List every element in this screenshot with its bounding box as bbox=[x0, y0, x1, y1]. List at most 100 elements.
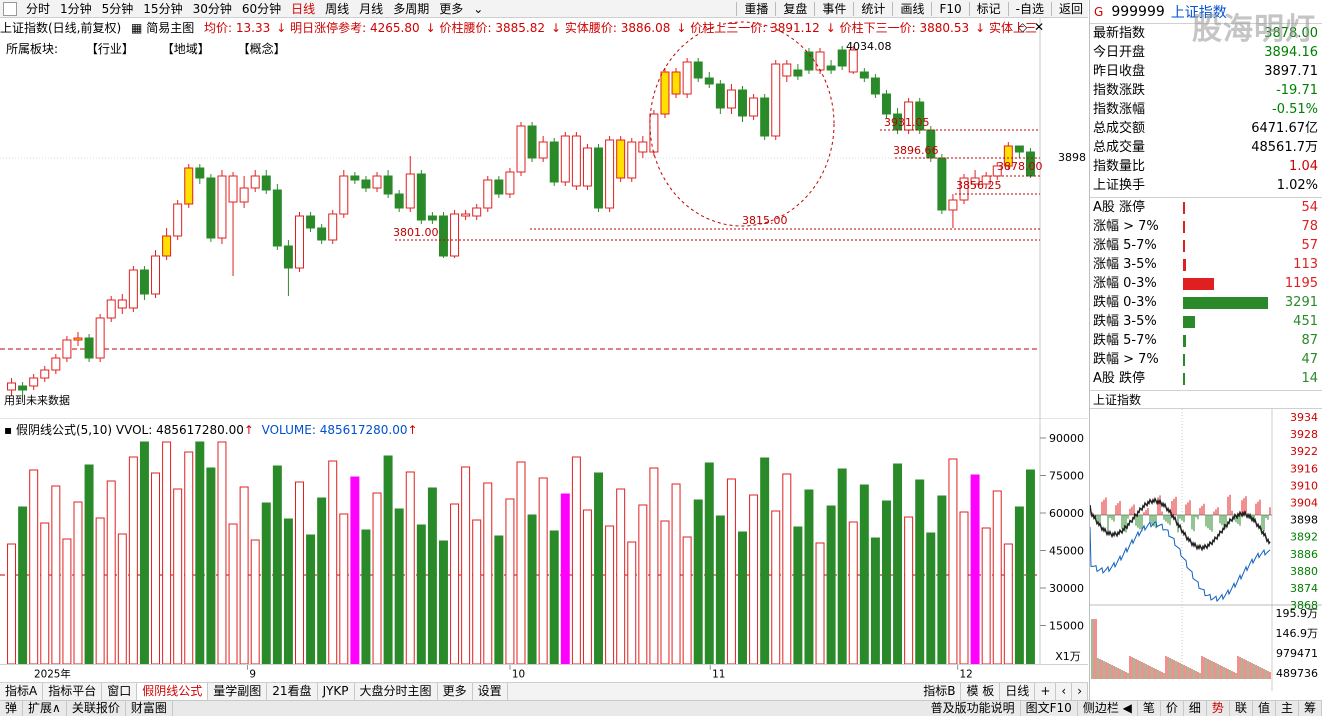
candle-body bbox=[682, 61, 692, 95]
f10-button[interactable]: F10 bbox=[939, 1, 962, 16]
security-name[interactable]: 上证指数 bbox=[1170, 4, 1227, 21]
sidebar-toggle[interactable]: 侧边栏 ◀ bbox=[1078, 701, 1138, 716]
chevron-right-icon[interactable]: › bbox=[1072, 683, 1088, 700]
tab-indicator-platform[interactable]: 指标平台 bbox=[43, 683, 103, 700]
candle-body bbox=[261, 175, 271, 191]
period-tab-more[interactable]: 更多 bbox=[439, 1, 464, 16]
volume-tick-label: 15000 bbox=[1049, 620, 1084, 633]
edition-info-link[interactable]: 普及版功能说明 bbox=[926, 701, 1021, 716]
candlestick-chart[interactable]: 4034.08 3931.05 3896.66 3878.00 3856.25 3815.… bbox=[0, 18, 1088, 418]
tab-indicator-b[interactable]: 指标B bbox=[918, 683, 962, 700]
stat-label: 昨日收盘 bbox=[1093, 64, 1146, 79]
tab-indicator-a[interactable]: 指标A bbox=[0, 683, 44, 700]
add-icon[interactable]: + bbox=[1035, 683, 1057, 700]
volume-bar bbox=[416, 524, 426, 664]
tab-template[interactable]: 模 板 bbox=[961, 683, 1001, 700]
candle-body bbox=[106, 299, 116, 319]
volume-header: ▪ 假阴线公式(5,10) VVOL: 485617280.00↑ VOLUME… bbox=[4, 421, 418, 438]
stats-button[interactable]: 统计 bbox=[861, 1, 886, 16]
tab-21-watch[interactable]: 21看盘 bbox=[267, 683, 318, 700]
volume-value: VOLUME: 485617280.00 bbox=[261, 423, 408, 437]
close-icon[interactable]: ✕ bbox=[1034, 20, 1045, 34]
back-button[interactable]: 返回 bbox=[1058, 1, 1083, 16]
distribution-label: A股 跌停 bbox=[1093, 371, 1146, 386]
tab-more[interactable]: 更多 bbox=[438, 683, 473, 700]
volume-bar bbox=[339, 513, 349, 664]
volume-bar bbox=[915, 479, 925, 664]
volume-bar bbox=[760, 457, 770, 664]
period-tab-1min[interactable]: 1分钟 bbox=[60, 1, 92, 16]
candle-body bbox=[760, 97, 770, 137]
tab-jykp[interactable]: JYKP bbox=[318, 683, 355, 700]
period-tab-multi[interactable]: 多周期 bbox=[393, 1, 430, 16]
candle-body bbox=[228, 175, 238, 203]
tab-fake-yin-formula[interactable]: 假阴线公式 bbox=[137, 683, 209, 700]
replay-button[interactable]: 重播 bbox=[744, 1, 769, 16]
tab-settings[interactable]: 设置 bbox=[473, 683, 508, 700]
review-button[interactable]: 复盘 bbox=[783, 1, 808, 16]
price-annotation: 3896.66 bbox=[893, 144, 939, 157]
candle-body bbox=[339, 175, 349, 215]
region-link[interactable]: 【地域】 bbox=[161, 42, 210, 56]
volume-bar bbox=[726, 478, 736, 664]
distribution-bar bbox=[1183, 220, 1185, 233]
tab-window[interactable]: 窗口 bbox=[102, 683, 138, 700]
volume-bar bbox=[804, 489, 814, 664]
candle-body bbox=[328, 213, 338, 241]
tab-daily[interactable]: 日线 bbox=[1000, 683, 1036, 700]
settings-icon[interactable]: ◇ bbox=[1018, 20, 1028, 34]
volume-bar bbox=[195, 441, 205, 664]
mini-price-tick: 3874 bbox=[1290, 582, 1318, 595]
period-tab-daily[interactable]: 日线 bbox=[291, 1, 316, 16]
volume-bar bbox=[29, 469, 39, 664]
chevron-down-icon[interactable]: ⌄ bbox=[473, 1, 484, 16]
industry-link[interactable]: 【行业】 bbox=[85, 42, 134, 56]
volume-bar bbox=[749, 494, 759, 664]
volume-chart[interactable]: 90000 75000 60000 45000 30000 15000 X1万 bbox=[0, 418, 1088, 664]
volume-bar bbox=[62, 538, 72, 664]
candle-body bbox=[981, 175, 991, 185]
indicator-toggle-icon[interactable]: ▪ bbox=[4, 423, 13, 437]
candle-body bbox=[350, 175, 360, 181]
expand-button[interactable]: 扩展∧ bbox=[23, 701, 67, 716]
intraday-mini-chart[interactable]: 3934 3928 3922 3916 3910 3904 3898 3892 3886 3880… bbox=[1090, 409, 1322, 691]
period-tab-weekly[interactable]: 周线 bbox=[325, 1, 350, 16]
menu-toggle-icon[interactable] bbox=[3, 1, 17, 16]
candle-body bbox=[250, 175, 260, 189]
concept-link[interactable]: 【概念】 bbox=[237, 42, 286, 56]
period-tab-5min[interactable]: 5分钟 bbox=[101, 1, 134, 16]
chart-mode-label[interactable]: ▦ 简易主图 bbox=[131, 21, 195, 35]
f10-text-link[interactable]: 图文F10 bbox=[1021, 701, 1078, 716]
chevron-left-icon[interactable]: ‹ bbox=[1056, 683, 1073, 700]
stat-row: 上证换手 1.02% bbox=[1090, 176, 1322, 195]
side-tab-main[interactable]: 主 bbox=[1276, 701, 1299, 716]
volume-bar bbox=[450, 503, 460, 664]
period-tab-minute[interactable]: 分时 bbox=[26, 1, 51, 16]
side-tab-chips[interactable]: 筹 bbox=[1299, 701, 1322, 716]
side-tab-trend[interactable]: 势 bbox=[1207, 701, 1230, 716]
future-data-note: 用到未来数据 bbox=[4, 393, 70, 407]
stat-value: 3894.16 bbox=[1264, 45, 1318, 60]
side-tab-value[interactable]: 值 bbox=[1253, 701, 1276, 716]
related-quotes-button[interactable]: 关联报价 bbox=[67, 701, 126, 716]
side-tab-price[interactable]: 价 bbox=[1161, 701, 1184, 716]
distribution-count: 451 bbox=[1293, 314, 1318, 329]
side-tab-detail[interactable]: 细 bbox=[1184, 701, 1207, 716]
mini-price-tick: 3916 bbox=[1290, 462, 1318, 475]
candle-body bbox=[915, 101, 925, 131]
mini-volume-tick: 489736 bbox=[1276, 667, 1318, 680]
events-button[interactable]: 事件 bbox=[822, 1, 847, 16]
period-tab-monthly[interactable]: 月线 bbox=[359, 1, 384, 16]
tab-market-intraday[interactable]: 大盘分时主图 bbox=[355, 683, 438, 700]
mark-button[interactable]: 标记 bbox=[976, 1, 1001, 16]
remove-watchlist-button[interactable]: -自选 bbox=[1015, 1, 1044, 16]
tab-volume-sub[interactable]: 量学副图 bbox=[208, 683, 268, 700]
period-tab-30min[interactable]: 30分钟 bbox=[192, 1, 232, 16]
wealth-circle-button[interactable]: 财富圈 bbox=[126, 701, 173, 716]
draw-line-button[interactable]: 画线 bbox=[900, 1, 925, 16]
period-tab-15min[interactable]: 15分钟 bbox=[143, 1, 183, 16]
side-tab-pen[interactable]: 笔 bbox=[1138, 701, 1161, 716]
popup-button[interactable]: 弹 bbox=[0, 701, 24, 716]
period-tab-60min[interactable]: 60分钟 bbox=[241, 1, 282, 16]
side-tab-link[interactable]: 联 bbox=[1230, 701, 1253, 716]
